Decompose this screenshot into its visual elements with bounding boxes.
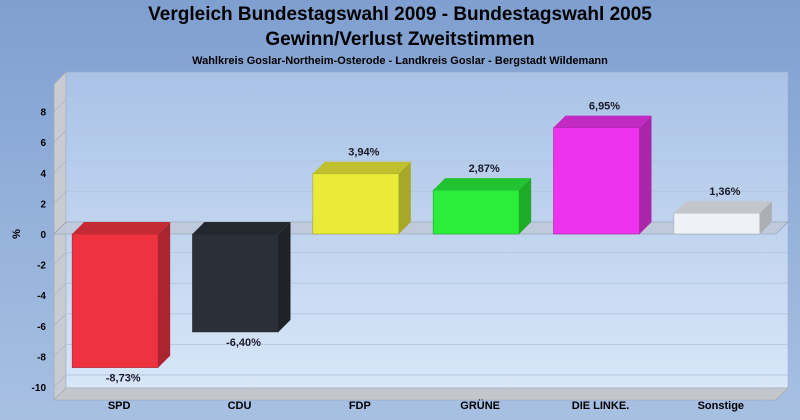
bar-side bbox=[759, 201, 772, 234]
value-label: 1,36% bbox=[709, 186, 740, 198]
value-label: 3,94% bbox=[348, 147, 379, 159]
bar-top bbox=[433, 178, 532, 191]
bar-top bbox=[553, 115, 652, 128]
bar-spd bbox=[71, 233, 159, 368]
bar-top bbox=[192, 222, 291, 234]
gridline-side bbox=[53, 374, 67, 388]
y-tick-label: 0 bbox=[40, 230, 46, 241]
bar-cdu bbox=[192, 233, 279, 333]
bar-top bbox=[72, 222, 171, 234]
bar-side bbox=[278, 222, 291, 332]
gridline-side bbox=[53, 99, 67, 112]
x-tick-label: CDU bbox=[228, 400, 252, 412]
bar-side bbox=[639, 115, 652, 234]
chart-title-line2: Gewinn/Verlust Zweitstimmen bbox=[265, 29, 535, 50]
x-tick-label: DIE LINKE. bbox=[572, 400, 629, 412]
y-tick-label: 6 bbox=[40, 138, 46, 149]
gridline-side bbox=[53, 129, 67, 143]
chart-title-line1: Vergleich Bundestagswahl 2009 - Bundesta… bbox=[148, 4, 652, 25]
x-tick-label: SPD bbox=[108, 400, 131, 412]
bar-sonstige bbox=[673, 212, 761, 235]
bar-fdp bbox=[312, 173, 400, 235]
gridline-side bbox=[53, 252, 67, 265]
gridline-side bbox=[53, 191, 67, 204]
gridline-side bbox=[53, 282, 67, 296]
x-tick-label: Sonstige bbox=[698, 400, 744, 412]
chart-subtitle: Wahlkreis Goslar-Northeim-Osterode - Lan… bbox=[192, 55, 608, 67]
value-label: 6,95% bbox=[589, 101, 620, 113]
y-tick-label: -4 bbox=[37, 291, 46, 302]
plot-floor bbox=[53, 387, 789, 401]
gridline-side bbox=[53, 313, 67, 327]
gridline-side bbox=[53, 160, 67, 174]
y-tick-label: 4 bbox=[40, 169, 46, 180]
bar-top bbox=[673, 201, 772, 214]
x-tick-label: FDP bbox=[349, 400, 371, 412]
gridline-side bbox=[53, 344, 67, 357]
x-tick-label: GRÜNE bbox=[460, 399, 500, 412]
y-tick-label: 2 bbox=[40, 199, 46, 210]
bar-top bbox=[312, 161, 411, 174]
y-tick-label: -8 bbox=[37, 352, 46, 363]
y-axis-label: % bbox=[11, 229, 23, 239]
value-label: -6,40% bbox=[226, 337, 261, 349]
bar-side bbox=[398, 161, 411, 234]
y-tick-label: -10 bbox=[32, 383, 47, 394]
value-label: -8,73% bbox=[106, 373, 141, 385]
bar-side bbox=[519, 178, 532, 234]
bar-side bbox=[158, 222, 171, 368]
bar-die-linke- bbox=[553, 127, 640, 235]
y-tick-label: -2 bbox=[37, 261, 46, 272]
y-tick-label: -6 bbox=[37, 322, 46, 333]
bar-gr-ne bbox=[432, 189, 520, 235]
y-tick-label: 8 bbox=[40, 108, 46, 119]
value-label: 2,87% bbox=[469, 163, 500, 175]
